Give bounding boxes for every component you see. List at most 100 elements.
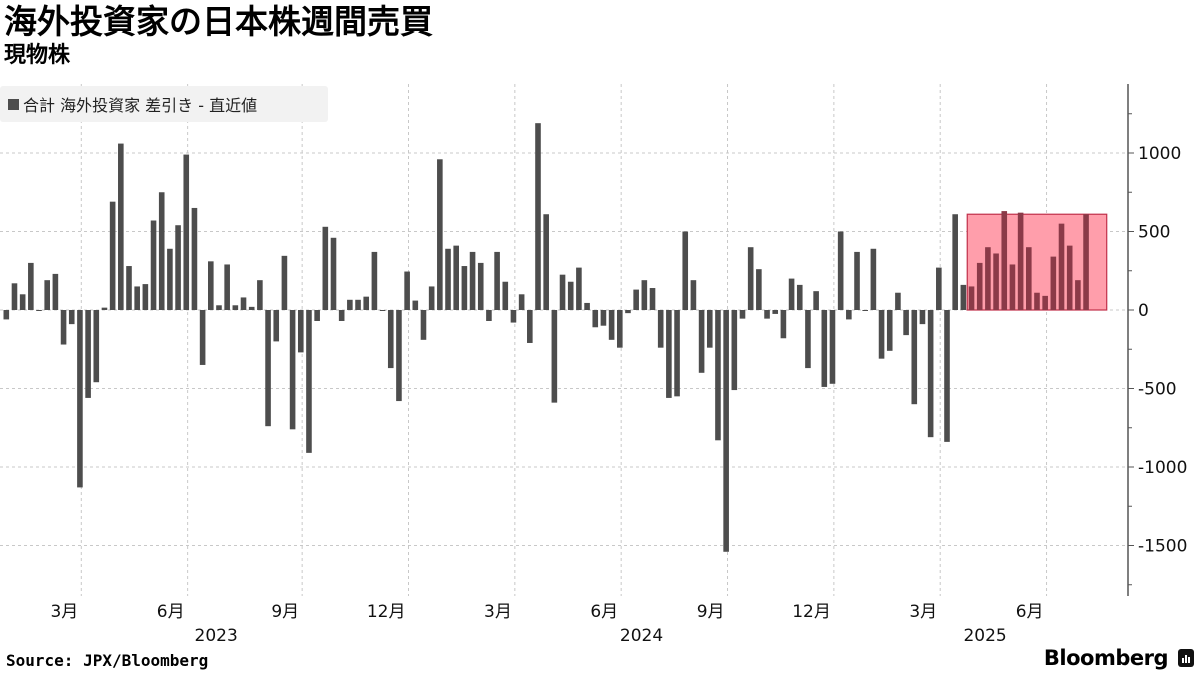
bar [723,310,729,552]
bar [821,310,828,387]
bar [993,253,999,310]
bar [109,201,116,310]
y-axis: -1500 -1000 -500 0 500 1000 [1127,84,1187,596]
bar [649,288,656,310]
bar [608,310,615,340]
bar [1001,211,1008,310]
bar [150,220,157,310]
bar [85,310,91,398]
x-axis: 3月 6月 9月 12月 3月 6月 9月 12月 3月 6月 2023 2024 2025 [50,602,1043,646]
x-tick-label: 6月 [1016,602,1044,622]
bar [437,159,443,310]
bar [216,305,222,310]
bar [510,310,517,323]
bar [126,266,132,310]
bar [461,266,468,310]
bar [453,245,459,310]
bar [1083,214,1089,310]
x-year-label: 2023 [195,626,238,646]
bar [870,248,877,310]
y-tick-label: 0 [1138,301,1149,321]
bar [1034,292,1040,310]
bar [633,289,639,310]
bar [903,310,909,336]
bar [527,310,533,343]
bar [780,310,787,339]
x-tick-label: 12月 [367,602,406,622]
bar [878,310,885,359]
bar [862,310,868,311]
bar [11,283,18,310]
gridlines [0,84,1128,596]
legend-label: 合計 海外投資家 差引き - 直近値 [23,96,258,115]
bar [968,286,975,310]
bar [355,299,361,310]
bar [52,273,59,310]
bar [944,310,950,442]
logo-text: Bloomberg [1043,646,1169,670]
bar [706,310,713,348]
x-tick-label: 6月 [590,602,618,622]
bar [976,262,983,310]
bar [805,310,811,369]
bar [36,310,42,311]
bar [739,310,746,319]
x-year-label: 2025 [963,626,1006,646]
bar [167,248,173,310]
bar [617,310,623,348]
bar [420,310,427,340]
bar [1009,264,1016,310]
y-tick-label: -1000 [1138,458,1187,478]
bar [731,310,738,391]
bar [846,310,852,320]
bar [3,310,10,320]
bar [625,310,631,314]
x-tick-label: 3月 [484,602,512,622]
bloomberg-logo: Bloomberg [1044,646,1194,670]
bar [927,310,934,438]
bar [445,248,451,310]
bar [338,310,345,321]
bar [682,231,689,310]
bar [428,286,435,310]
bar [240,297,247,310]
bar [690,280,697,310]
bar [1058,223,1065,310]
bar [347,299,353,310]
bloomberg-chart-icon [1178,649,1194,667]
bar [641,280,648,310]
bar [543,214,549,310]
bar [379,310,386,311]
bar [772,310,779,314]
x-tick-label: 6月 [157,602,185,622]
chart-title: 海外投資家の日本株週間売買 [4,2,433,41]
x-year-label: 2024 [620,626,663,646]
bar [919,310,926,325]
bar [936,267,942,310]
bar [657,310,664,348]
bar [518,294,525,310]
x-tick-label: 12月 [792,602,831,622]
bar [666,310,672,398]
bar [281,255,288,310]
bar [854,251,860,310]
chart-subtitle: 現物株 [4,43,71,68]
bar [314,310,320,321]
bar [396,310,402,402]
bar [486,310,492,321]
bar [306,310,312,453]
bar [576,267,582,310]
bar [1042,295,1048,310]
bar [494,251,500,310]
bar [322,226,329,310]
y-tick-label: 1000 [1138,144,1181,164]
bar [93,310,100,383]
bar [44,280,50,310]
x-tick-label: 9月 [271,602,299,622]
bar [502,281,509,310]
bar [535,123,541,310]
bar [600,310,607,326]
legend: 合計 海外投資家 差引き - 直近値 [0,86,328,122]
bar [551,310,558,403]
x-tick-label: 9月 [697,602,725,622]
